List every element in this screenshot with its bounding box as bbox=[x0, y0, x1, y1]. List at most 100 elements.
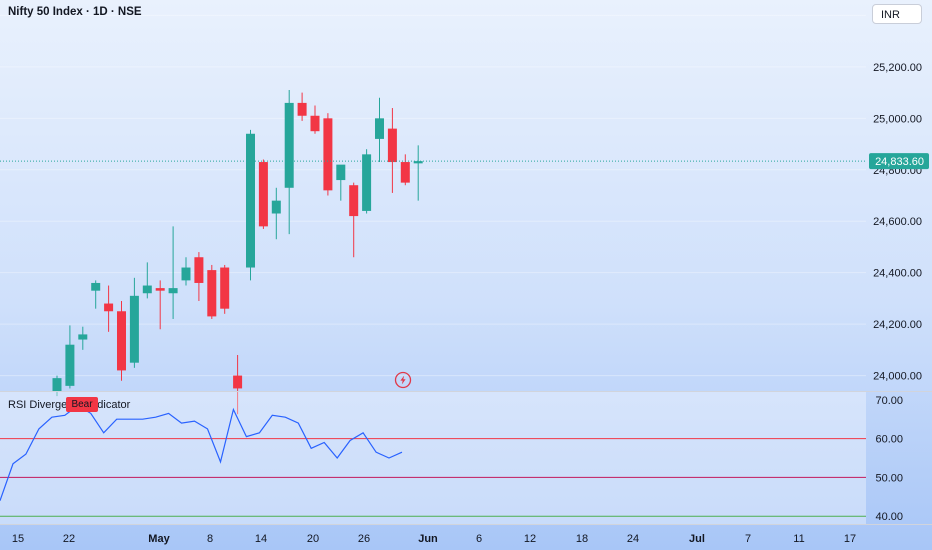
candle-body bbox=[78, 334, 88, 340]
candle[interactable] bbox=[413, 145, 423, 201]
candle-body bbox=[142, 285, 152, 294]
candle-body bbox=[258, 162, 268, 227]
current-price-label: 24,833.60 bbox=[875, 156, 924, 168]
currency-button[interactable]: INR bbox=[872, 4, 922, 24]
candle-body bbox=[181, 267, 191, 281]
candle[interactable] bbox=[362, 149, 372, 214]
time-tick-label: 18 bbox=[576, 533, 588, 545]
candle-body bbox=[233, 375, 243, 389]
candle[interactable] bbox=[207, 264, 217, 319]
candle-body bbox=[297, 102, 307, 116]
candle[interactable] bbox=[336, 164, 346, 201]
candle-body bbox=[375, 118, 384, 139]
rsi-line bbox=[0, 404, 403, 501]
price-grid bbox=[0, 14, 866, 377]
rsi-tick-label: 40.00 bbox=[875, 511, 903, 523]
candle-body bbox=[246, 133, 255, 268]
candle-body bbox=[117, 311, 126, 371]
time-tick-label: 20 bbox=[307, 533, 319, 545]
candle[interactable] bbox=[220, 264, 230, 314]
candle[interactable] bbox=[52, 375, 62, 397]
time-tick-label: 11 bbox=[793, 533, 804, 545]
candle[interactable] bbox=[194, 252, 204, 301]
candle[interactable] bbox=[387, 108, 397, 193]
candle-body bbox=[387, 128, 397, 163]
time-tick-label: 26 bbox=[358, 533, 370, 545]
candle[interactable] bbox=[104, 285, 114, 332]
divergence-badge: Bear bbox=[66, 397, 98, 412]
candle-body bbox=[310, 115, 320, 132]
candle[interactable] bbox=[284, 90, 294, 235]
candles-layer[interactable] bbox=[52, 90, 423, 415]
candle[interactable] bbox=[91, 280, 101, 309]
candle-body bbox=[284, 102, 294, 188]
candle[interactable] bbox=[400, 154, 410, 186]
candle[interactable] bbox=[271, 187, 281, 240]
candle[interactable] bbox=[297, 92, 307, 121]
candle[interactable] bbox=[181, 257, 191, 286]
time-tick-label: 24 bbox=[627, 533, 639, 545]
time-tick-label: 6 bbox=[476, 533, 482, 545]
candle-body bbox=[349, 185, 359, 217]
price-axis[interactable]: 24,000.00 24,200.00 24,400.00 24,600.00 24,8… bbox=[0, 10, 929, 383]
candle-body bbox=[129, 295, 139, 363]
candle-body bbox=[271, 200, 281, 214]
candle-body bbox=[220, 267, 230, 309]
candle[interactable] bbox=[142, 262, 152, 299]
candle[interactable] bbox=[168, 226, 178, 319]
rsi-tick-label: 50.00 bbox=[875, 472, 903, 484]
candle[interactable] bbox=[78, 326, 88, 350]
price-tick-label: 24,600.00 bbox=[873, 216, 922, 228]
candle-body bbox=[52, 378, 62, 391]
candle-body bbox=[168, 288, 178, 294]
candle[interactable] bbox=[310, 105, 320, 134]
current-price-label-bg bbox=[869, 153, 929, 170]
rsi-axis[interactable]: 40.00 50.00 60.00 70.00 bbox=[875, 395, 903, 523]
price-tick-label: 24,400.00 bbox=[873, 268, 922, 280]
time-tick-label: 7 bbox=[745, 533, 751, 545]
time-tick-label: 17 bbox=[844, 533, 856, 545]
candle[interactable] bbox=[233, 354, 243, 415]
rsi-tick-label: 60.00 bbox=[875, 434, 903, 446]
time-tick-label: 22 bbox=[63, 533, 75, 545]
time-tick-label: Jun bbox=[418, 533, 438, 545]
candle-body bbox=[65, 344, 75, 386]
candle-body bbox=[194, 257, 204, 283]
candle-body bbox=[323, 118, 333, 191]
price-tick-label: 25,000.00 bbox=[873, 113, 922, 125]
rsi-line-layer bbox=[0, 404, 403, 501]
price-tick-label: 24,200.00 bbox=[873, 319, 922, 331]
candle[interactable] bbox=[117, 300, 126, 381]
candle[interactable] bbox=[246, 129, 255, 281]
candle[interactable] bbox=[258, 159, 268, 229]
candle[interactable] bbox=[65, 325, 75, 389]
time-tick-label: 14 bbox=[255, 533, 267, 545]
candle-body bbox=[413, 161, 423, 164]
candle[interactable] bbox=[323, 113, 333, 196]
price-tick-label: 25,200.00 bbox=[873, 62, 922, 74]
candle[interactable] bbox=[349, 182, 359, 258]
price-tick-label: 24,000.00 bbox=[873, 371, 922, 383]
symbol-title[interactable]: Nifty 50 Index · 1D · NSE bbox=[8, 6, 142, 18]
lightning-icon[interactable] bbox=[394, 371, 412, 389]
candle-body bbox=[155, 288, 165, 291]
time-tick-label: 12 bbox=[524, 533, 536, 545]
candle[interactable] bbox=[375, 97, 384, 163]
time-tick-label: Jul bbox=[689, 533, 705, 545]
candle-body bbox=[362, 154, 372, 211]
time-axis[interactable]: 15 22 May 8 14 20 26 Jun 6 12 18 24 Jul 7 11 17 bbox=[0, 524, 932, 546]
time-tick-label: 15 bbox=[12, 533, 24, 545]
time-tick-label: May bbox=[148, 533, 170, 545]
rsi-levels bbox=[0, 438, 866, 517]
time-tick-label: 8 bbox=[207, 533, 213, 545]
candle-body bbox=[104, 303, 114, 312]
candle[interactable] bbox=[155, 280, 165, 330]
rsi-pane-background bbox=[0, 392, 866, 524]
rsi-tick-label: 70.00 bbox=[875, 395, 903, 407]
candle-body bbox=[207, 270, 217, 317]
candle-body bbox=[91, 282, 101, 291]
candle-body bbox=[400, 162, 410, 183]
candle[interactable] bbox=[129, 277, 139, 368]
candle-body bbox=[336, 164, 346, 181]
